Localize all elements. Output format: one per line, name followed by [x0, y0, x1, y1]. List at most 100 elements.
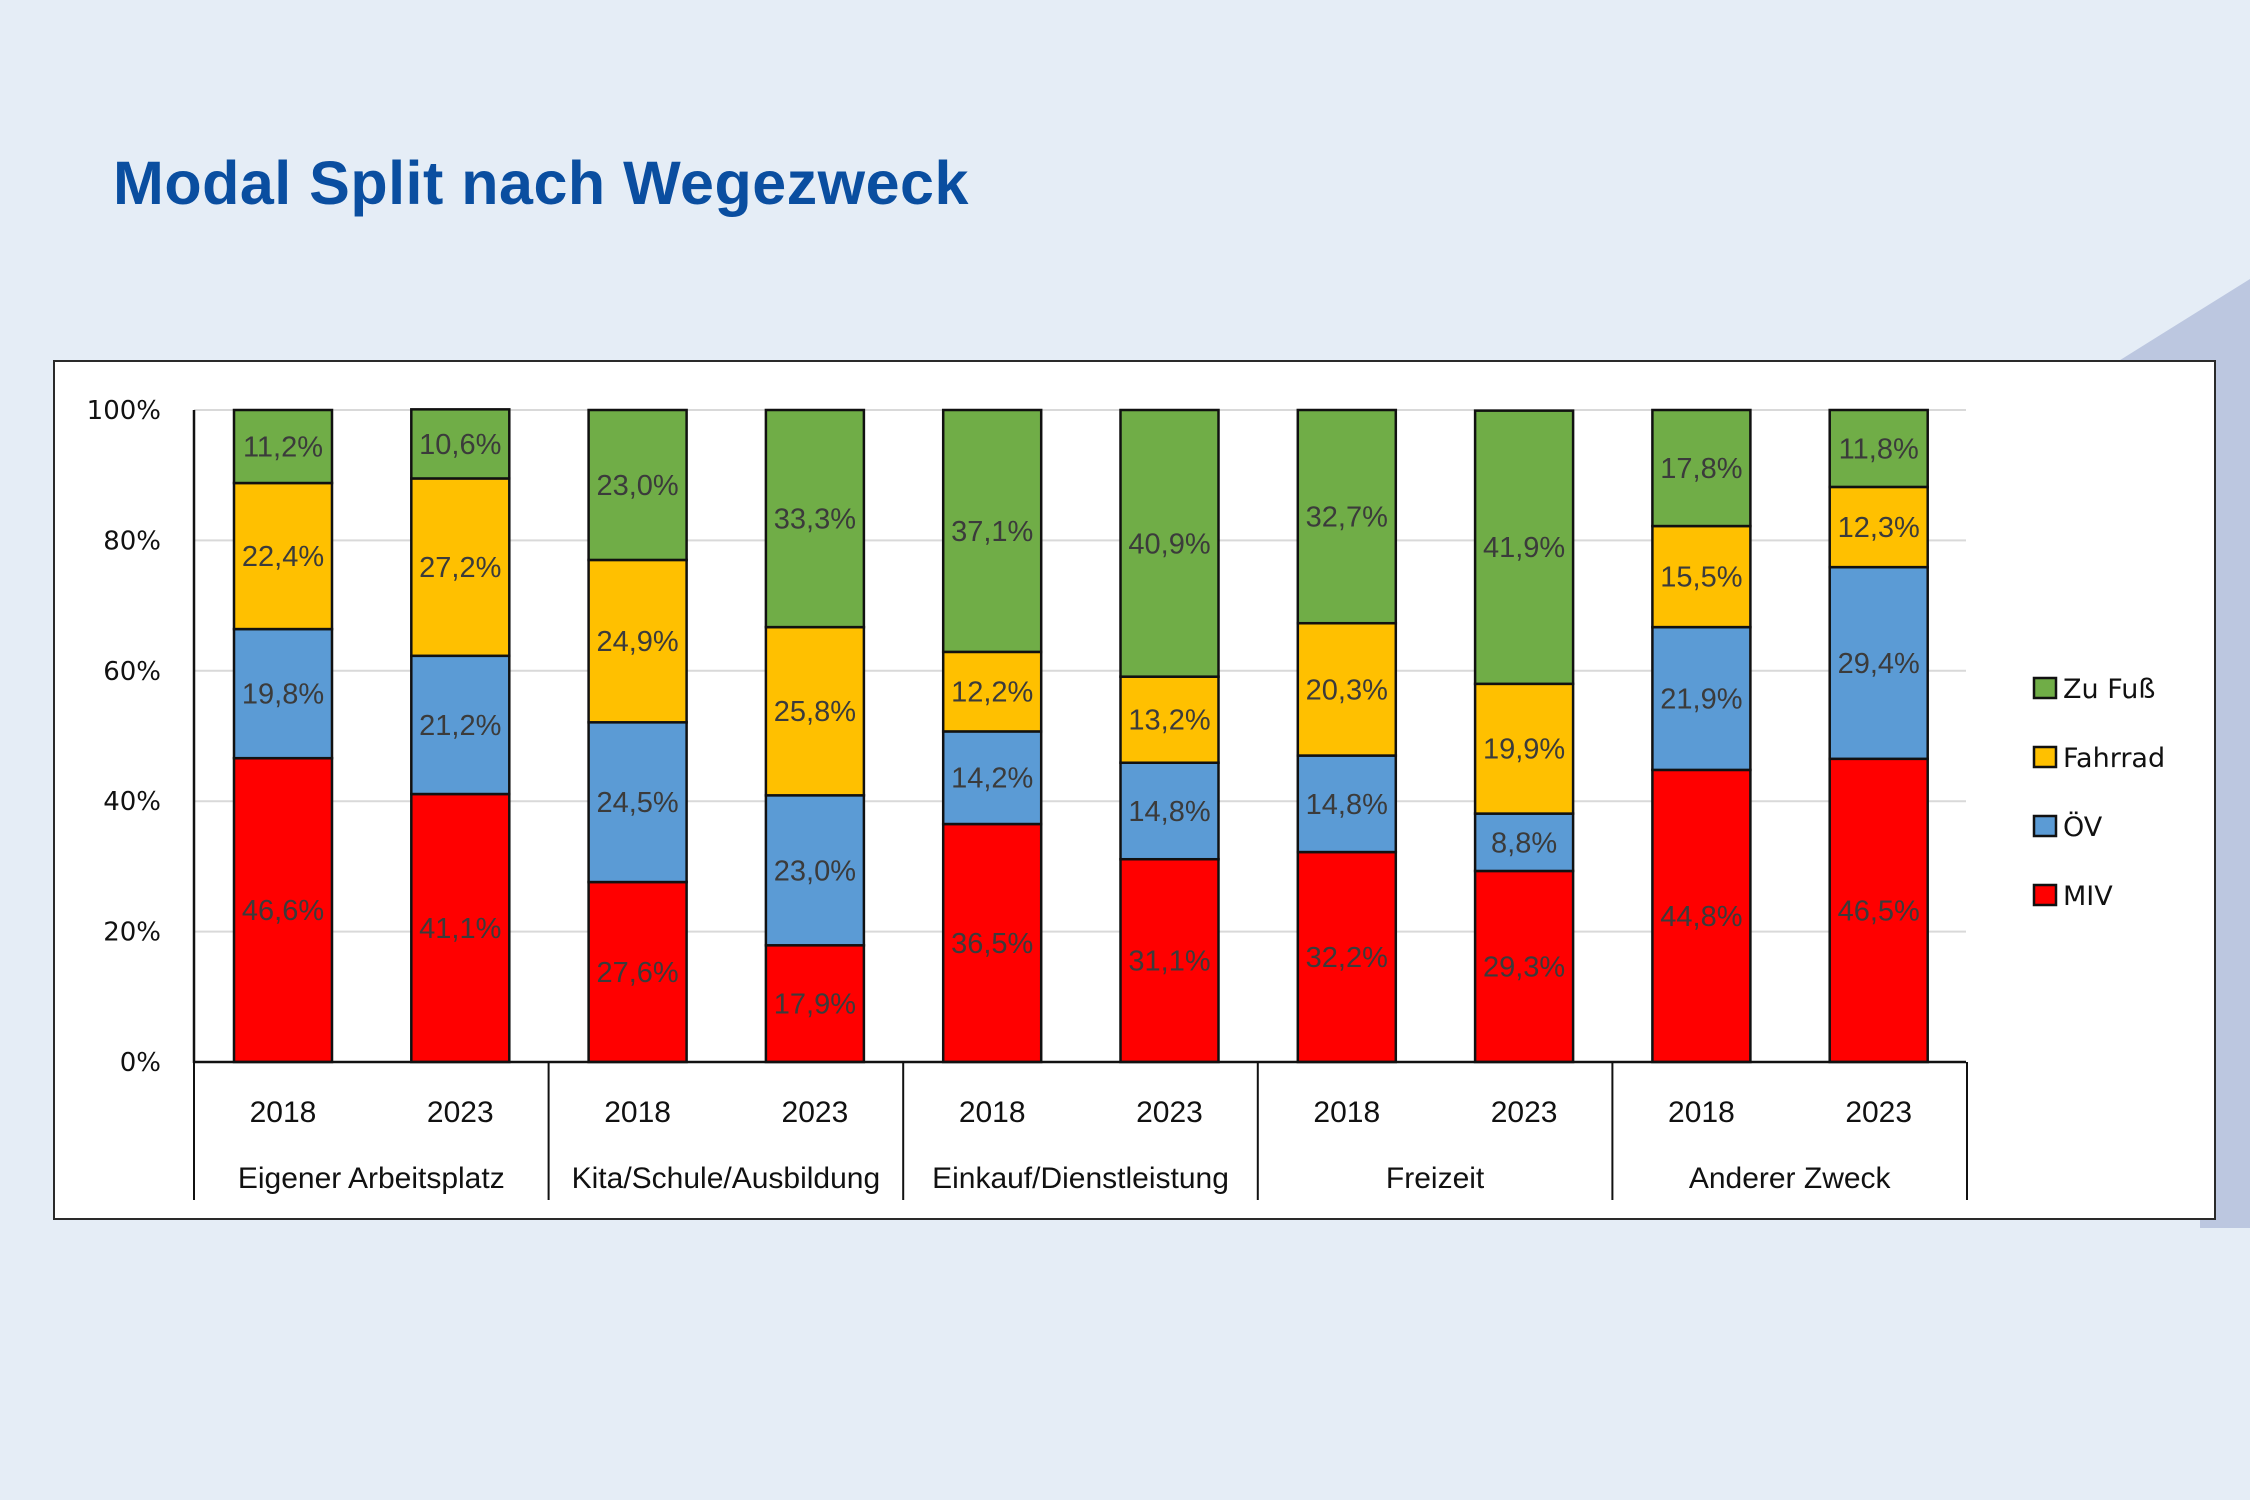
bar-segment--v	[941, 730, 1043, 826]
bar-segment--v	[232, 627, 334, 760]
data-label: 11,2%	[243, 432, 323, 464]
bar-segment--v	[1119, 761, 1220, 861]
group-label: Anderer Zweck	[1689, 1162, 1892, 1195]
bar-segment-miv	[764, 944, 866, 1064]
legend-swatch--v	[2032, 814, 2058, 838]
data-label: 10,6%	[419, 429, 501, 461]
x-axis-labels: 2018 2023 2018 2023 2018 2023 2018 2023 2018 2023…	[238, 1096, 1912, 1195]
data-label: 24,9%	[596, 626, 678, 658]
data-label: 40,9%	[1128, 528, 1210, 560]
bar-segment--v	[1296, 754, 1398, 854]
legend-label: MIV	[2063, 881, 2113, 912]
data-label: 21,2%	[419, 710, 501, 742]
bar-segment-fahrrad	[1651, 524, 1752, 629]
data-label: 19,8%	[242, 679, 324, 711]
bar-segment-miv	[1119, 857, 1220, 1064]
data-label: 23,0%	[774, 855, 856, 887]
group-label: Kita/Schule/Ausbildung	[572, 1162, 881, 1195]
year-label: 2018	[250, 1096, 317, 1129]
data-label: 12,2%	[951, 677, 1033, 709]
y-axis-ticks: 0% 20% 40% 60% 80% 100%	[87, 396, 161, 1078]
data-label: 36,5%	[951, 928, 1033, 960]
bar-segment-fahrrad	[764, 625, 866, 797]
bar-segment-fahrrad	[1119, 675, 1220, 764]
bar-segment--v	[1828, 565, 1929, 761]
y-tick-label: 100%	[87, 396, 161, 426]
bar-segment-fahrrad	[232, 481, 334, 631]
data-label: 8,8%	[1491, 827, 1557, 859]
data-label: 20,3%	[1306, 674, 1388, 706]
bar-segment-fahrrad	[1828, 485, 1929, 569]
group-label: Einkauf/Dienstleistung	[932, 1162, 1229, 1195]
bar-segment-zu-fu-	[232, 408, 334, 485]
data-label: 22,4%	[242, 541, 324, 573]
data-label: 14,8%	[1128, 796, 1210, 828]
bar-segment-miv	[1828, 757, 1929, 1064]
data-label: 17,9%	[774, 989, 856, 1021]
data-label: 46,5%	[1838, 895, 1920, 927]
bar-segment-miv	[232, 756, 334, 1064]
bar-segment-zu-fu-	[1651, 408, 1752, 528]
bar-segment-fahrrad	[1296, 621, 1398, 757]
data-label: 15,5%	[1660, 562, 1742, 594]
legend-label: Fahrrad	[2063, 743, 2165, 774]
bar-segment-zu-fu-	[1828, 408, 1929, 489]
bar-segment-zu-fu-	[1473, 409, 1575, 686]
data-label: 25,8%	[774, 696, 856, 728]
year-label: 2018	[1313, 1096, 1380, 1129]
bar-segment--v	[764, 794, 866, 947]
bars: 46,6% 19,8% 22,4% 11,2% 41,1% 21,2% 27,2% 10,6%…	[232, 408, 1929, 1064]
y-tick-label: 60%	[103, 657, 161, 687]
page-title: Modal Split nach Wegezweck	[113, 149, 969, 217]
group-label: Freizeit	[1386, 1162, 1485, 1195]
legend-swatch-miv	[2032, 883, 2058, 907]
legend-label: Zu Fuß	[2063, 674, 2155, 705]
data-label: 29,3%	[1483, 951, 1565, 983]
data-label: 13,2%	[1128, 705, 1210, 737]
data-label: 19,9%	[1483, 734, 1565, 766]
bar-segment-miv	[1651, 768, 1752, 1064]
y-tick-label: 0%	[120, 1048, 161, 1078]
y-tick-label: 80%	[103, 526, 161, 556]
year-label: 2023	[1491, 1096, 1558, 1129]
data-label: 11,8%	[1839, 433, 1919, 465]
bar-segment-miv	[587, 880, 688, 1064]
legend: Zu Fuß Fahrrad ÖV MIV	[2032, 674, 2165, 912]
data-label: 32,2%	[1306, 942, 1388, 974]
y-tick-label: 40%	[103, 787, 161, 817]
data-label: 12,3%	[1838, 512, 1920, 544]
axes	[192, 410, 1968, 1200]
data-label: 23,0%	[596, 470, 678, 502]
data-label: 31,1%	[1128, 946, 1210, 978]
bar-segment-fahrrad	[1473, 682, 1575, 815]
bar-segment-zu-fu-	[1296, 408, 1398, 625]
year-label: 2018	[959, 1096, 1026, 1129]
bar-segment-miv	[410, 792, 511, 1064]
legend-label: ÖV	[2063, 811, 2103, 843]
bar-segment--v	[410, 654, 511, 796]
legend-swatch-fahrrad	[2032, 745, 2058, 769]
bar-segment-zu-fu-	[410, 408, 511, 480]
year-label: 2023	[782, 1096, 849, 1129]
bar-segment-zu-fu-	[587, 408, 688, 562]
data-label: 37,1%	[951, 516, 1033, 548]
data-label: 27,2%	[419, 552, 501, 584]
year-label: 2023	[1136, 1096, 1203, 1129]
group-label: Eigener Arbeitsplatz	[238, 1162, 505, 1195]
data-label: 27,6%	[596, 957, 678, 989]
data-label: 24,5%	[596, 787, 678, 819]
data-label: 21,9%	[1660, 684, 1742, 716]
data-label: 14,2%	[951, 763, 1033, 795]
data-label: 17,8%	[1660, 453, 1742, 485]
data-label: 44,8%	[1660, 901, 1742, 933]
year-label: 2018	[604, 1096, 671, 1129]
bar-segment-zu-fu-	[764, 408, 866, 629]
year-label: 2018	[1668, 1096, 1735, 1129]
decorative-shape	[2117, 279, 2250, 1228]
year-label: 2023	[1845, 1096, 1912, 1129]
data-label: 46,6%	[242, 895, 324, 927]
legend-swatch-zu-fu-	[2032, 676, 2058, 700]
data-label: 14,8%	[1306, 789, 1388, 821]
